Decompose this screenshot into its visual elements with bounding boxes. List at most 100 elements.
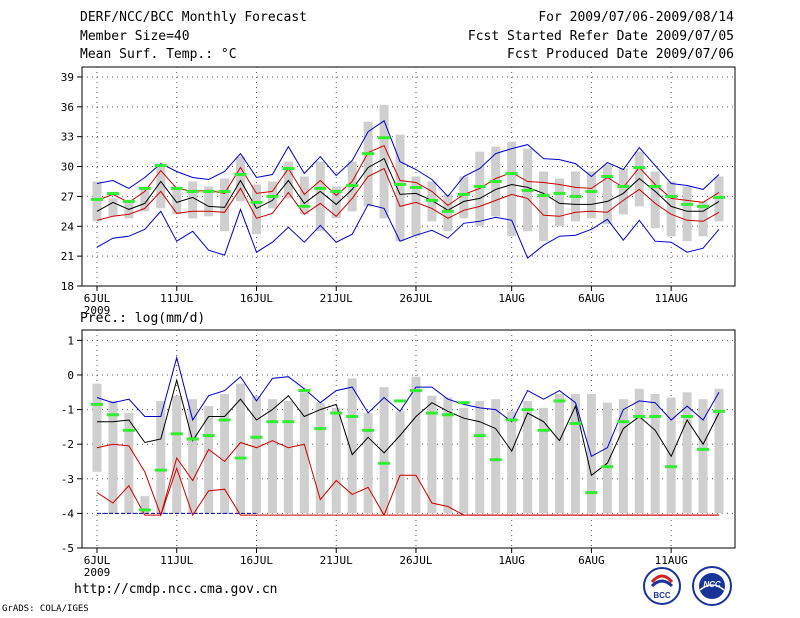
obs-range-bar xyxy=(188,181,198,219)
logos: BCC NCC xyxy=(643,566,732,606)
obs-range-bar xyxy=(236,156,246,202)
x-tick-label: 6AUG xyxy=(578,554,605,567)
obs-marker xyxy=(713,409,725,413)
obs-marker xyxy=(314,427,327,431)
obs-marker xyxy=(266,194,279,198)
obs-range-bar xyxy=(555,394,565,514)
y-tick-label: -5 xyxy=(61,542,74,555)
obs-marker xyxy=(425,411,438,415)
obs-marker xyxy=(298,204,311,208)
obs-marker xyxy=(649,415,662,419)
obs-marker xyxy=(330,411,343,415)
obs-marker xyxy=(378,461,391,465)
obs-range-bar xyxy=(570,394,580,514)
obs-range-bar xyxy=(443,397,453,514)
obs-range-bar xyxy=(172,186,182,215)
obs-range-bar xyxy=(156,400,166,514)
obs-range-bar xyxy=(666,181,676,237)
obs-range-bar xyxy=(315,402,325,514)
grads-credit: GrADS: COLA/IGES xyxy=(2,604,89,614)
y-tick-label: 27 xyxy=(61,190,74,203)
obs-marker xyxy=(409,185,422,189)
obs-range-bar xyxy=(459,176,469,219)
x-tick-label: 21JUL xyxy=(320,554,353,567)
obs-range-bar xyxy=(188,399,198,514)
obs-range-bar xyxy=(108,198,118,217)
obs-range-bar xyxy=(92,181,102,222)
obs-marker xyxy=(154,164,167,168)
obs-marker xyxy=(362,152,375,156)
x-tick-label: 16JUL xyxy=(240,554,273,567)
ncc-logo: NCC xyxy=(692,566,732,606)
x-tick-label: 6JUL xyxy=(84,292,111,305)
obs-range-bar xyxy=(459,407,469,514)
obs-marker xyxy=(138,186,151,190)
forecast-produced-date: Fcst Produced Date 2009/07/06 xyxy=(507,47,734,62)
obs-marker xyxy=(106,191,119,195)
obs-marker xyxy=(585,189,598,193)
obs-marker xyxy=(633,166,646,170)
x-year-label: 2009 xyxy=(84,304,111,317)
obs-range-bar xyxy=(347,378,357,514)
obs-range-bar xyxy=(315,161,325,232)
obs-marker xyxy=(617,184,630,188)
obs-range-bar xyxy=(618,399,628,514)
obs-marker xyxy=(314,186,327,190)
obs-marker xyxy=(346,183,359,187)
obs-range-bar xyxy=(475,400,485,514)
obs-range-bar xyxy=(172,395,182,514)
obs-range-bar xyxy=(92,383,102,472)
series-line-mean-sd xyxy=(96,144,720,207)
obs-marker xyxy=(218,418,231,422)
obs-range-bar xyxy=(395,411,405,514)
obs-marker xyxy=(282,167,295,171)
obs-range-bar xyxy=(586,394,596,514)
obs-marker xyxy=(665,465,678,469)
x-tick-label: 1AUG xyxy=(498,554,525,567)
obs-marker xyxy=(170,432,183,436)
obs-marker xyxy=(425,198,438,202)
obs-range-bar xyxy=(267,399,277,514)
obs-marker xyxy=(91,197,103,201)
obs-marker xyxy=(186,189,199,193)
obs-range-bar xyxy=(555,178,565,227)
obs-marker xyxy=(633,415,646,419)
obs-marker xyxy=(697,204,710,208)
source-url[interactable]: http://cmdp.ncc.cma.gov.cn xyxy=(74,582,278,597)
member-size: Member Size=40 xyxy=(80,29,190,44)
obs-marker xyxy=(122,199,135,203)
x-tick-label: 11JUL xyxy=(160,292,193,305)
obs-marker xyxy=(601,465,614,469)
obs-range-bar xyxy=(602,164,612,225)
obs-marker xyxy=(202,189,215,193)
obs-range-bar xyxy=(299,392,309,514)
x-tick-label: 26JUL xyxy=(399,292,432,305)
obs-marker xyxy=(569,421,582,425)
y-tick-label: 21 xyxy=(61,250,74,263)
obs-marker xyxy=(394,182,407,186)
obs-marker xyxy=(234,173,247,177)
bcc-logo: BCC xyxy=(643,567,681,605)
obs-marker xyxy=(202,434,215,438)
obs-marker xyxy=(234,456,247,460)
obs-range-bar xyxy=(220,394,230,514)
obs-range-bar xyxy=(363,121,373,207)
obs-marker xyxy=(473,184,486,188)
obs-marker xyxy=(91,402,103,406)
obs-range-bar xyxy=(251,395,261,514)
obs-marker xyxy=(617,420,630,424)
obs-range-bar xyxy=(379,104,389,219)
obs-marker xyxy=(489,458,502,462)
x-tick-label: 11AUG xyxy=(655,554,688,567)
series-line-ensemble-min xyxy=(96,203,720,259)
y-tick-label: 33 xyxy=(61,131,74,144)
obs-marker xyxy=(138,508,151,512)
obs-marker xyxy=(681,415,694,419)
obs-marker xyxy=(362,428,375,432)
obs-marker xyxy=(489,179,502,183)
series-line-mean-sd xyxy=(96,167,720,222)
obs-range-bar xyxy=(586,171,596,219)
obs-range-bar xyxy=(618,168,628,215)
y-tick-label: 18 xyxy=(61,280,74,293)
obs-marker xyxy=(553,399,566,403)
